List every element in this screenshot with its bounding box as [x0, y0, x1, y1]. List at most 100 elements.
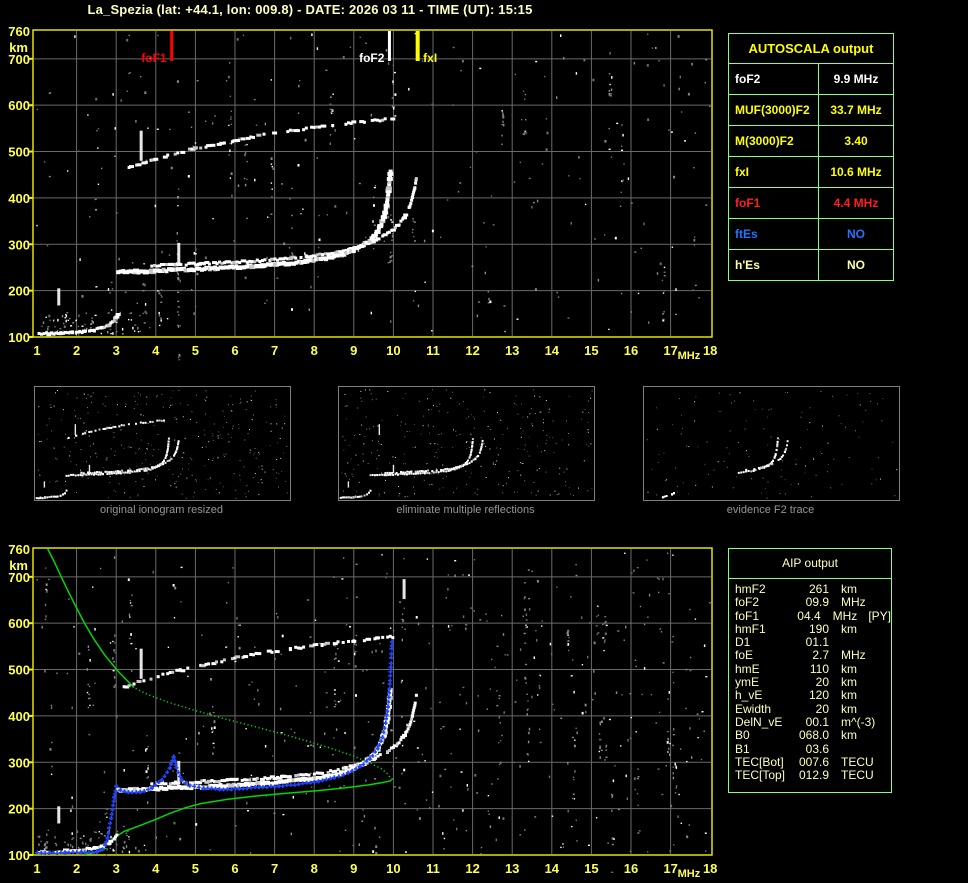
svg-text:400: 400 [8, 191, 30, 206]
thumbnail-caption: original ionogram resized [100, 504, 223, 516]
autoscala-row-value: 9.9 MHz [833, 72, 879, 86]
svg-text:13: 13 [505, 861, 519, 876]
aip-row-unit: MHz [841, 595, 866, 610]
aip-row: TEC[Top] 012.9 TECU [735, 769, 891, 782]
svg-text:16: 16 [624, 861, 638, 876]
svg-text:17: 17 [663, 861, 677, 876]
svg-text:400: 400 [8, 709, 30, 724]
svg-text:9: 9 [350, 861, 357, 876]
aip-row-unit: km [841, 661, 857, 676]
svg-text:15: 15 [584, 861, 598, 876]
autoscala-table-rows: foF2 9.9 MHz MUF(3000)F2 33.7 MHz M(3000)F2 3… [729, 64, 893, 280]
aip-row-value: 2.7 [812, 648, 829, 663]
autoscala-row: MUF(3000)F2 33.7 MHz [729, 95, 893, 126]
autoscala-row-label: fxI [729, 157, 819, 187]
aip-output-table: AIP output hmF2 261 km foF2 09.9 MHz foF1 04.4 M… [728, 548, 892, 793]
aip-row-unit: km [841, 621, 857, 636]
svg-text:100: 100 [8, 330, 30, 345]
aip-row: ymE 20 km [735, 675, 891, 689]
aip-row-label: Ewidth [735, 701, 772, 716]
aip-row-label: DelN_vE [735, 714, 783, 729]
autoscala-row: foF2 9.9 MHz [729, 64, 893, 95]
autoscala-row-label: M(3000)F2 [729, 126, 819, 156]
svg-text:100: 100 [8, 848, 30, 863]
aip-row-label: hmF1 [735, 621, 766, 636]
svg-text:16: 16 [624, 343, 638, 358]
svg-text:1: 1 [33, 343, 40, 358]
aip-row-value: 09.9 [805, 595, 829, 610]
svg-text:11: 11 [426, 861, 440, 876]
aip-row: Ewidth 20 km [735, 701, 891, 716]
svg-text:760: 760 [8, 542, 30, 557]
svg-text:6: 6 [231, 343, 238, 358]
aip-row: DelN_vE 00.1 m^(-3) [735, 714, 891, 729]
svg-text:300: 300 [8, 237, 30, 252]
svg-text:500: 500 [8, 145, 30, 160]
svg-text:14: 14 [545, 861, 560, 876]
svg-text:18: 18 [703, 343, 717, 358]
aip-row: B0 068.0 km [735, 729, 891, 742]
aip-row: hmF1 190 km [735, 621, 891, 636]
aip-row-unit: km [841, 582, 857, 596]
autoscala-row-value: NO [847, 258, 865, 272]
svg-text:200: 200 [8, 802, 30, 817]
svg-text:3: 3 [113, 861, 120, 876]
aip-table-rows: hmF2 261 km foF2 09.9 MHz foF1 04.4 MHz [PY] hmF1 1… [729, 579, 891, 782]
aip-row-unit: TECU [841, 754, 874, 769]
aip-table-title: AIP output [729, 549, 891, 579]
thumbnail-eliminate-reflections [338, 386, 595, 501]
svg-text:10: 10 [386, 343, 400, 358]
aip-row-value: 007.6 [798, 754, 829, 769]
autoscala-row-label: h'Es [729, 250, 819, 280]
aip-row-unit: km [841, 688, 857, 703]
autoscala-row-value: 33.7 MHz [830, 103, 882, 117]
aip-row: foE 2.7 MHz [735, 649, 891, 662]
svg-text:MHz: MHz [678, 350, 701, 362]
aip-row-note: [PY] [868, 608, 891, 623]
aip-row: foF1 04.4 MHz [PY] [735, 608, 891, 623]
svg-text:4: 4 [152, 861, 160, 876]
svg-text:7: 7 [271, 861, 278, 876]
thumbnail-caption: evidence F2 trace [726, 504, 815, 516]
aip-row-label: h_vE [735, 688, 763, 703]
aip-row-label: hmF2 [735, 582, 766, 596]
aip-row-unit: MHz [841, 648, 866, 663]
marker-label-foF1: foF1 [141, 51, 167, 65]
svg-text:6: 6 [231, 861, 238, 876]
svg-text:9: 9 [350, 343, 357, 358]
svg-text:700: 700 [8, 52, 30, 67]
svg-text:14: 14 [545, 343, 560, 358]
autoscala-row: h'Es NO [729, 250, 893, 280]
svg-text:km: km [9, 558, 28, 573]
autoscala-row-label: MUF(3000)F2 [729, 95, 819, 125]
station-date-title: La_Spezia (lat: +44.1, lon: 009.8) - DAT… [87, 2, 533, 17]
autoscala-row-value: 10.6 MHz [830, 165, 882, 179]
svg-text:17: 17 [663, 343, 677, 358]
svg-text:MHz: MHz [678, 868, 701, 880]
svg-text:1: 1 [33, 861, 40, 876]
aip-row-value: 190 [808, 621, 829, 636]
aip-row-unit: km [841, 701, 857, 716]
autoscala-row: ftEs NO [729, 219, 893, 250]
svg-text:13: 13 [505, 343, 519, 358]
svg-text:700: 700 [8, 570, 30, 585]
aip-row: h_vE 120 km [735, 689, 891, 702]
autoscala-row-value: NO [847, 227, 865, 241]
svg-text:10: 10 [386, 861, 400, 876]
aip-row-value: 04.4 [797, 608, 821, 623]
aip-row-label: D1 [735, 635, 751, 650]
svg-text:12: 12 [465, 861, 479, 876]
svg-text:8: 8 [311, 861, 318, 876]
svg-text:km: km [9, 40, 28, 55]
aip-row-value: 110 [809, 661, 829, 676]
aip-row-value: 01.1 [805, 635, 829, 650]
autoscala-row: foF1 4.4 MHz [729, 188, 893, 219]
autoscala-row-label: foF2 [729, 64, 819, 94]
svg-text:7: 7 [271, 343, 278, 358]
autoscala-output-table: AUTOSCALA output foF2 9.9 MHz MUF(3000)F2 3… [728, 33, 894, 281]
svg-text:600: 600 [8, 98, 30, 113]
svg-text:12: 12 [465, 343, 479, 358]
aip-row-value: 068.0 [798, 728, 829, 743]
